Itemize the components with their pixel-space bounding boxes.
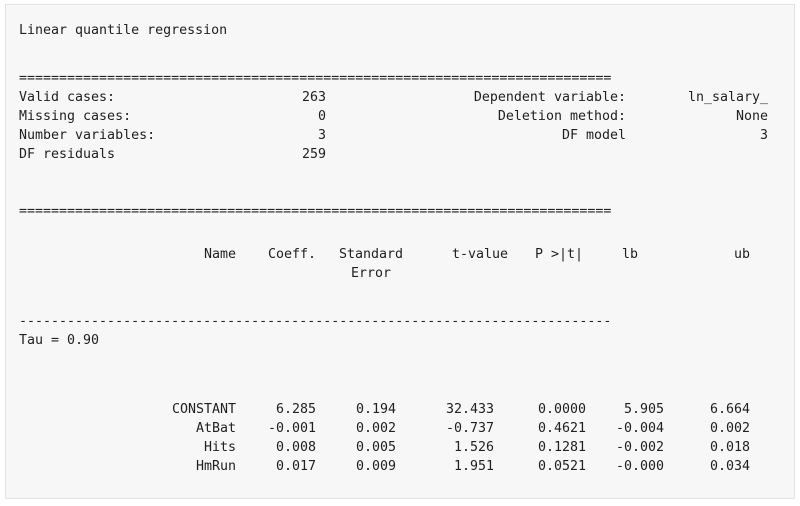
table-cell: 0.0000 <box>537 402 586 417</box>
separator-header: ----------------------------------------… <box>19 314 612 329</box>
column-header: Standard <box>338 247 404 262</box>
table-cell: -0.004 <box>615 421 664 436</box>
row-name: Hits <box>203 440 236 455</box>
table-cell: 0.4621 <box>537 421 586 436</box>
column-header: ub <box>733 247 750 262</box>
table-cell: 0.018 <box>709 440 750 455</box>
row-name: AtBat <box>195 421 236 436</box>
summary-value: 0 <box>317 109 326 124</box>
table-cell: 6.664 <box>709 402 750 417</box>
summary-label: Dependent variable: <box>473 90 626 105</box>
column-header: lb <box>621 247 638 262</box>
separator-middle: ========================================… <box>19 204 612 219</box>
summary-label: DF residuals <box>19 147 116 162</box>
table-cell: 0.034 <box>709 459 750 474</box>
column-header: Coeff. <box>267 247 316 262</box>
summary-value: 259 <box>301 147 326 162</box>
summary-label: Missing cases: <box>19 109 132 124</box>
table-cell: 0.005 <box>355 440 396 455</box>
summary-label: Valid cases: <box>19 90 116 105</box>
separator-top: ========================================… <box>19 71 612 86</box>
table-cell: 1.526 <box>453 440 494 455</box>
column-header: Error <box>350 266 392 281</box>
table-cell: 0.0521 <box>537 459 586 474</box>
table-cell: 0.002 <box>355 421 396 436</box>
table-cell: 32.433 <box>445 402 494 417</box>
table-cell: 0.194 <box>355 402 396 417</box>
table-cell: 0.008 <box>275 440 316 455</box>
summary-value: 3 <box>317 128 326 143</box>
column-header: Name <box>203 247 236 262</box>
summary-value: 263 <box>301 90 326 105</box>
summary-label: Deletion method: <box>497 109 626 124</box>
table-cell: -0.000 <box>615 459 664 474</box>
output-title: Linear quantile regression <box>19 23 228 38</box>
table-cell: 0.017 <box>275 459 316 474</box>
table-cell: 0.009 <box>355 459 396 474</box>
table-cell: 5.905 <box>623 402 664 417</box>
row-name: HmRun <box>195 459 236 474</box>
summary-label: DF model <box>561 128 626 143</box>
table-cell: -0.002 <box>615 440 664 455</box>
table-cell: -0.737 <box>445 421 494 436</box>
tau-label: Tau = 0.90 <box>19 333 100 348</box>
summary-label: Number variables: <box>19 128 156 143</box>
table-cell: 6.285 <box>275 402 316 417</box>
summary-value: None <box>735 109 768 124</box>
column-header: P >|t| <box>534 247 583 262</box>
column-header: t-value <box>451 247 508 262</box>
output-panel: Linear quantile regression =============… <box>5 4 795 499</box>
summary-value: 3 <box>759 128 768 143</box>
summary-value: ln_salary_ <box>687 90 768 105</box>
table-cell: 1.951 <box>453 459 494 474</box>
row-name: CONSTANT <box>171 402 236 417</box>
table-cell: -0.001 <box>267 421 316 436</box>
table-cell: 0.1281 <box>537 440 586 455</box>
table-cell: 0.002 <box>709 421 750 436</box>
